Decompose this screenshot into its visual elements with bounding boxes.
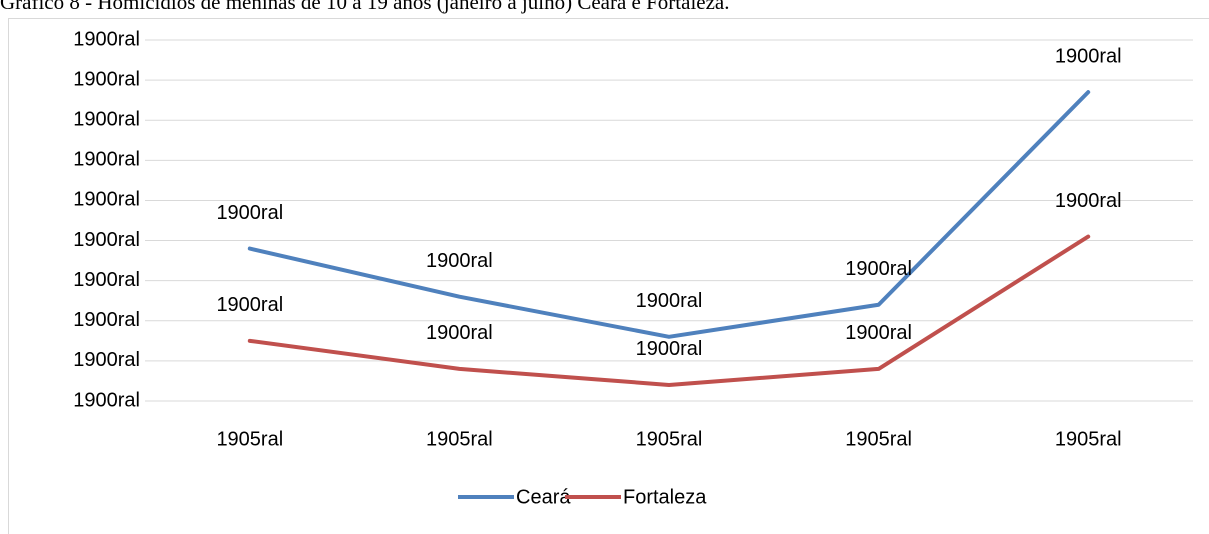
y-tick-label: 1900ral [73,269,140,291]
legend-label: Ceará [516,486,571,508]
data-label: 1900ral [1055,190,1122,212]
x-tick-label: 1905ral [426,428,493,450]
y-tick-label: 1900ral [73,309,140,331]
y-tick-label: 1900ral [73,389,140,411]
y-tick-label: 1900ral [73,68,140,90]
chart-title: Gráfico 8 - Homicídios de meninas de 10 … [0,0,730,14]
line-series [247,90,1091,339]
x-tick-label: 1905ral [216,428,283,450]
data-label: 1900ral [636,290,703,312]
y-tick-label: 1900ral [73,189,140,211]
x-tick-label: 1905ral [845,428,912,450]
y-tick-label: 1900ral [73,229,140,251]
y-tick-label: 1900ral [73,149,140,171]
data-label: 1900ral [1055,45,1122,67]
x-tick-label: 1905ral [636,428,703,450]
data-label: 1900ral [216,202,283,224]
data-label: 1900ral [636,338,703,360]
legend-label: Fortaleza [623,486,707,508]
y-tick-label: 1900ral [73,109,140,131]
y-tick-label: 1900ral [73,349,140,371]
data-label: 1900ral [216,294,283,316]
x-tick-label: 1905ral [1055,428,1122,450]
y-tick-label: 1900ral [73,28,140,50]
data-label: 1900ral [845,322,912,344]
line-series [247,234,1091,387]
data-label: 1900ral [426,322,493,344]
data-label: 1900ral [426,250,493,272]
data-label: 1900ral [845,258,912,280]
